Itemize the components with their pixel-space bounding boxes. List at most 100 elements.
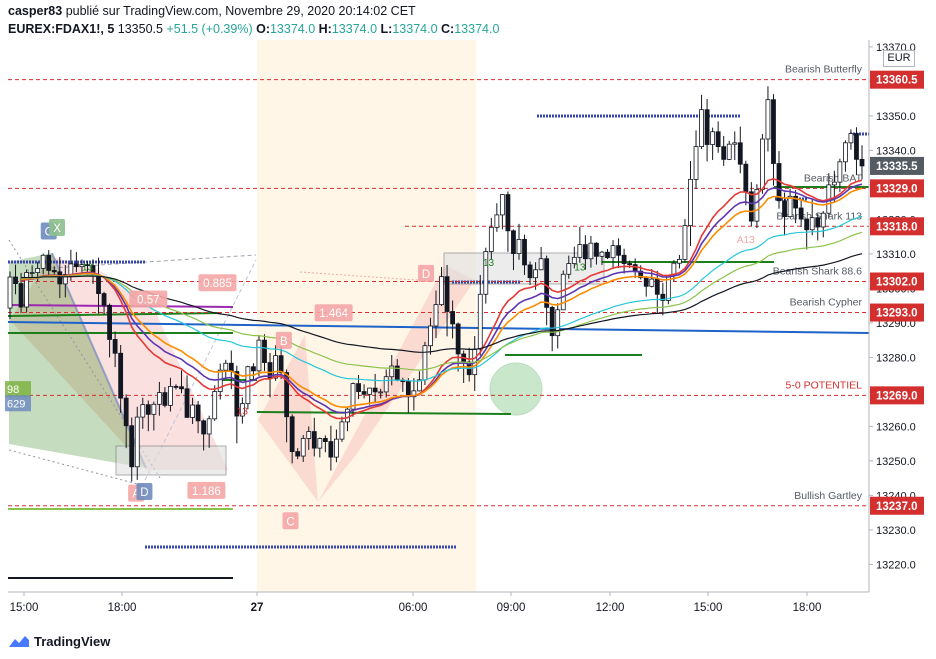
candle-body [798,207,804,220]
candle-body [68,263,74,275]
candle [599,250,605,265]
close-value: 13374.0 [454,22,500,36]
open-value: 13374.0 [269,22,316,36]
candle-body [782,200,787,218]
td-count-label: A13 [737,235,755,246]
pattern-point-label: C [45,226,53,238]
candle [328,425,334,471]
candle-body [715,131,721,148]
level-badge-label: 13293.0 [876,308,918,320]
candle [848,129,854,150]
candle [843,140,848,172]
candle-body [162,392,168,406]
candle [29,265,35,280]
pattern-point-label: X [53,223,61,235]
candle-body [511,230,516,254]
candle-body [544,258,550,308]
candle-body [278,355,284,373]
candle-body [793,195,799,209]
candle [339,416,345,442]
candle-body [328,441,334,458]
candle [737,126,743,174]
candle-body [699,109,704,148]
candle-body [300,438,306,457]
candle-body [201,420,207,435]
candle-body [837,161,843,183]
candle-body [62,274,68,285]
candle [444,264,450,337]
point-label-bg [49,219,66,237]
x-tick-label: 09:00 [497,602,526,614]
x-tick-label: 06:00 [399,602,428,614]
candle-body [151,403,157,415]
candle [439,267,444,306]
candle [428,317,433,355]
candle-body [450,311,455,325]
candle-body [51,270,57,273]
candle [140,397,146,429]
candle-body [7,276,13,309]
author-name[interactable]: casper83 [8,4,63,18]
candle [499,194,505,230]
level-badge-label: 13237.0 [876,501,918,513]
pattern-tan [10,253,146,468]
currency-badge[interactable]: EUR [883,50,915,67]
candle [732,131,738,161]
level-note-2: Bearish Shark 113 [776,210,862,222]
candle [134,406,140,480]
candle [378,388,384,399]
last-price: 13350.5 [117,22,163,36]
pattern-point-label: B [280,336,288,348]
candle-body [417,379,422,392]
symbol-label[interactable]: EUREX:FDAX1!, 5 [8,22,115,36]
level-badge-label: 13269.0 [876,390,918,402]
ratio-label: 1.186 [192,486,221,498]
candle [101,291,107,315]
candle-body [743,163,749,193]
candle-body [145,404,151,415]
price-change: +51.5 (+0.39%) [166,22,253,36]
candle [256,334,262,377]
level-badge [870,272,924,291]
candle-body [428,325,433,347]
candle-body [101,293,107,306]
level-note-3: Bearish Shark 88.6 [773,266,862,278]
level-badge-label: 13360.5 [876,75,918,87]
candle [688,161,693,246]
candle [212,385,218,421]
candle-body [295,451,301,457]
candle-body [345,408,350,423]
candle-body [273,355,278,379]
candle-body [571,256,577,264]
candle-body [35,267,41,273]
candle [206,415,212,448]
candle-body [610,245,616,259]
candle-body [505,194,511,232]
candle [217,363,223,400]
candle-body [560,273,566,311]
candle [710,127,716,161]
candle [677,254,682,269]
x-tick-label: 15:00 [694,602,723,614]
candle [300,435,306,462]
candle-body [422,345,428,381]
candle-body [378,391,384,394]
ratio-label: 0.885 [203,278,232,290]
candle-body [516,239,522,254]
candle-body [854,133,859,160]
candle [494,203,500,232]
drawn-lines [7,114,869,579]
candle-body [195,404,201,422]
horizontal-line-3 [256,411,512,415]
candle-body [256,339,262,372]
candle [284,369,290,443]
y-tick-label: 13310.0 [876,249,916,261]
candle-body [350,383,356,410]
tradingview-brand[interactable]: TradingView [8,632,110,650]
candle-body [228,362,234,372]
candle [234,365,240,444]
candle-body [85,264,90,267]
candle-body [660,293,666,301]
side-label: 98 [7,384,19,396]
